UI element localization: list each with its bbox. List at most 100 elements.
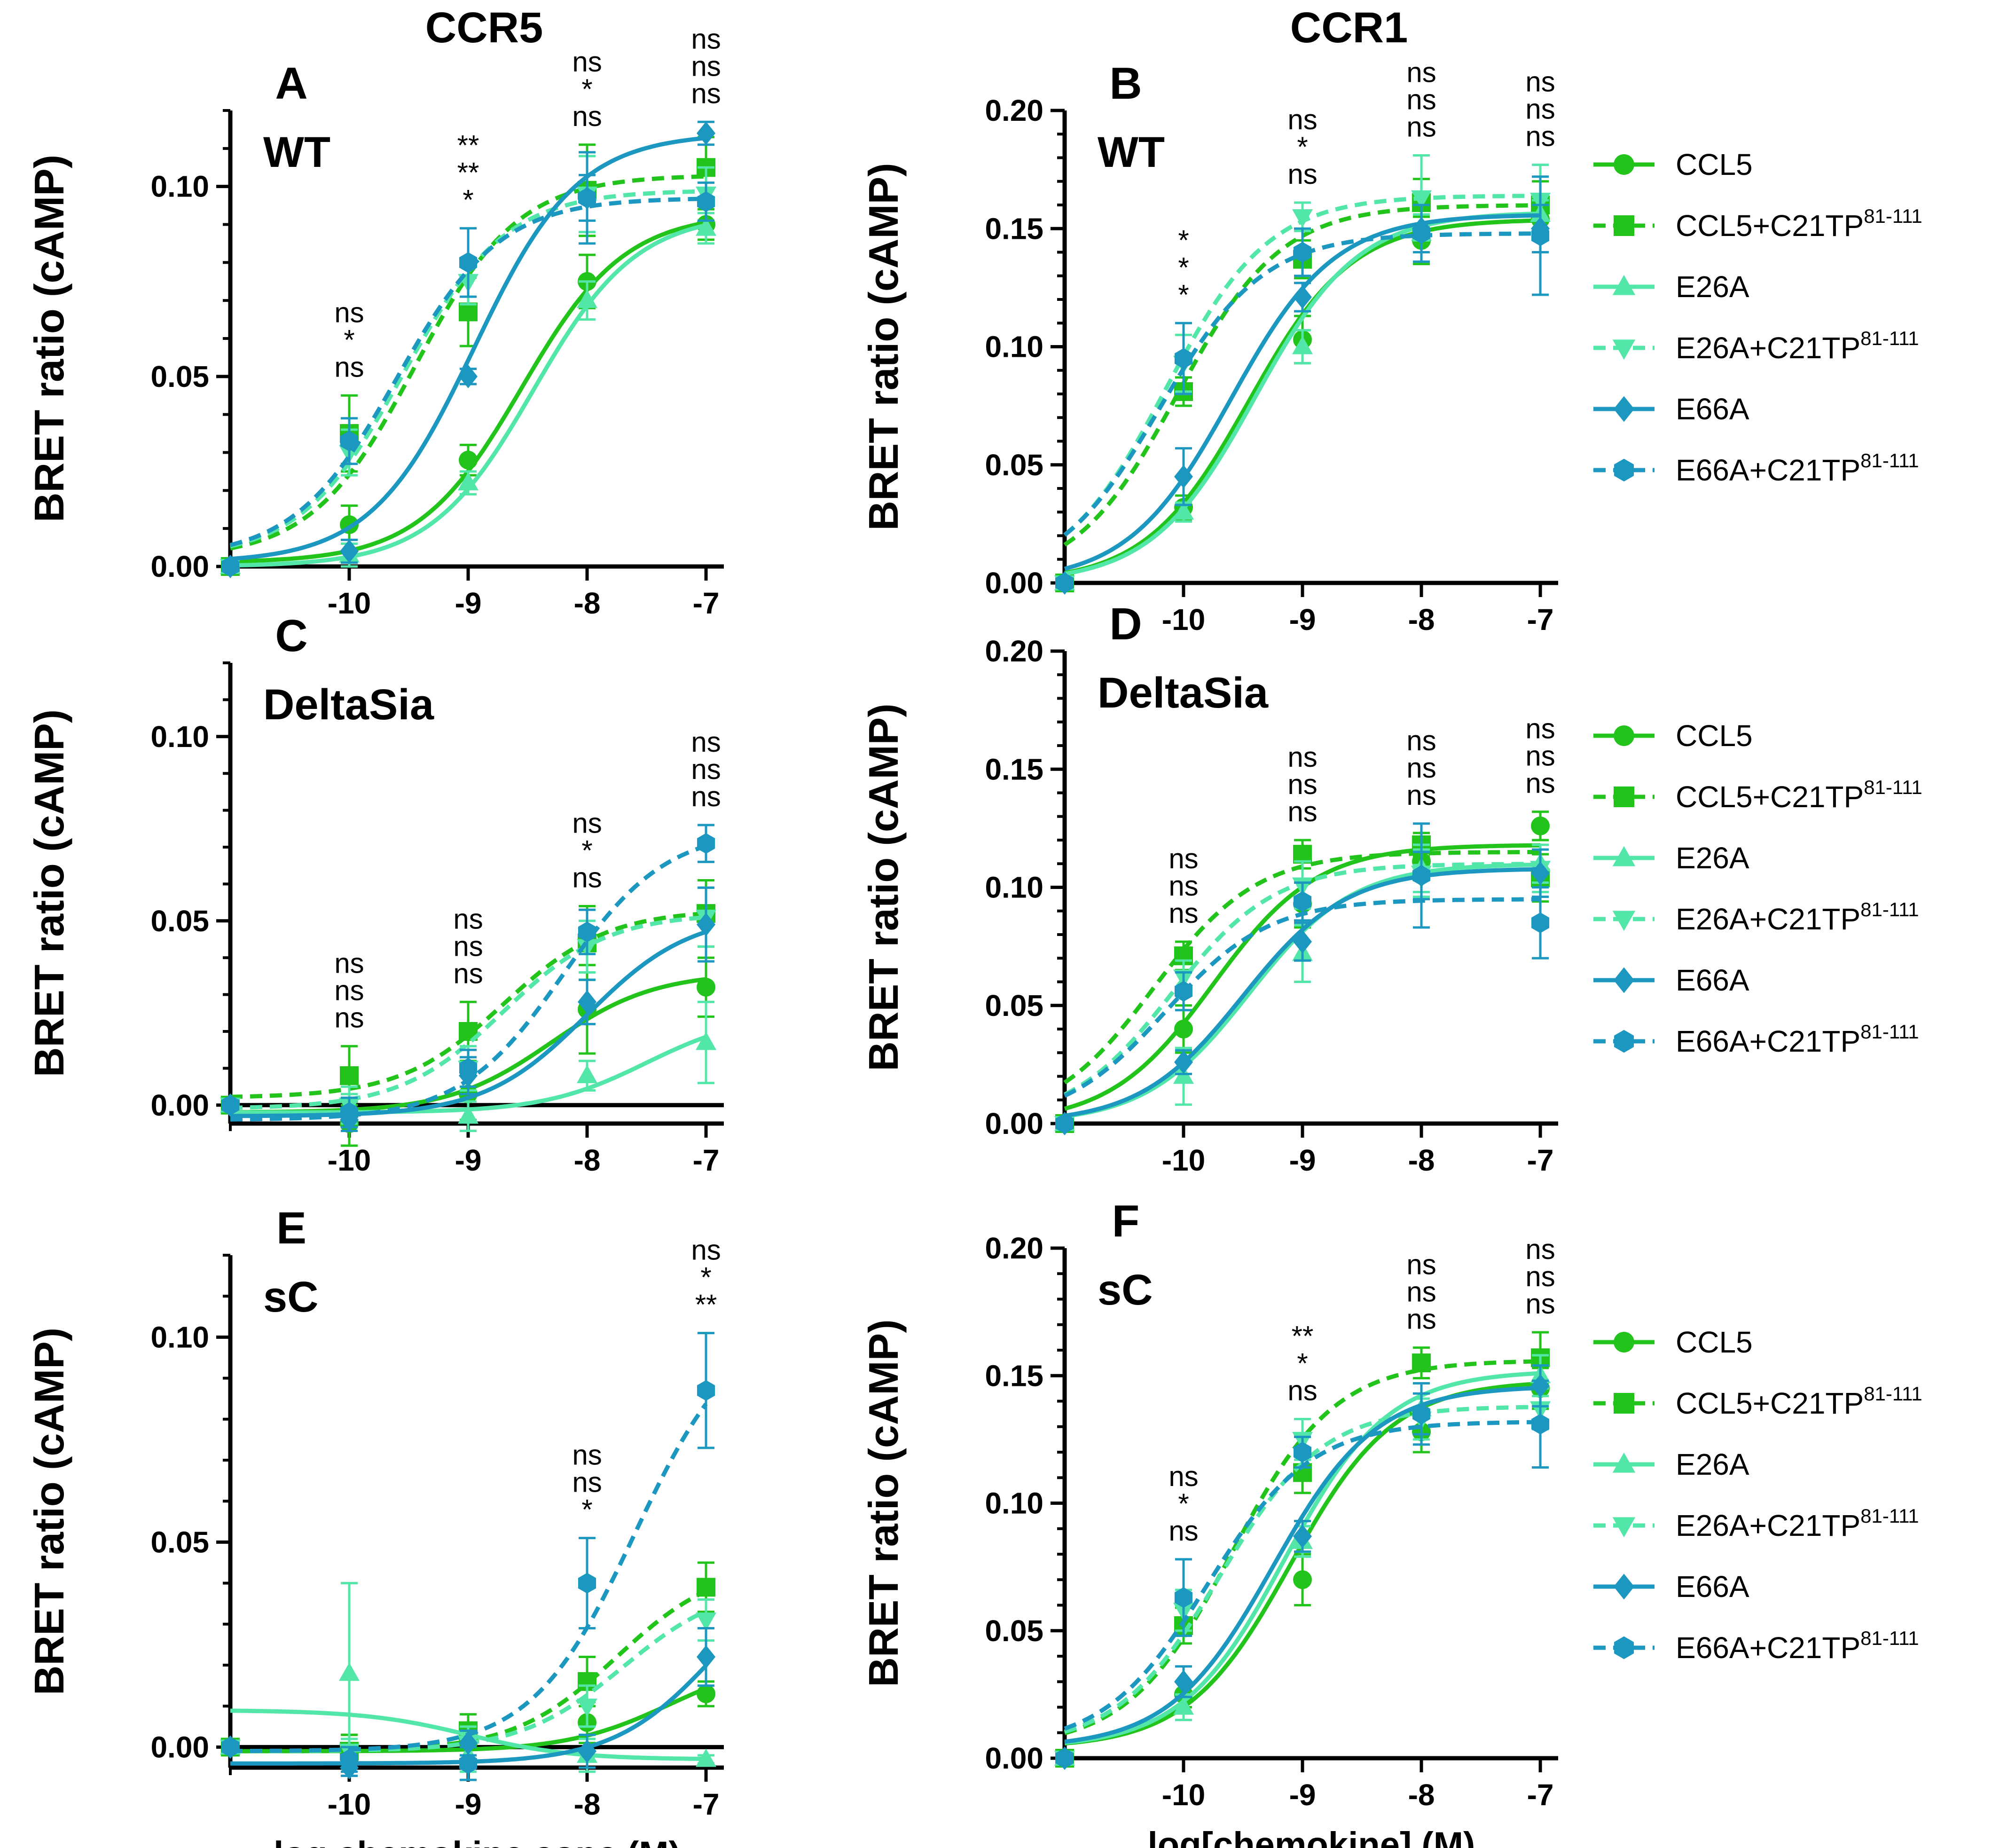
y-tick-label: 0.05	[985, 989, 1043, 1022]
y-tick-label: 0.15	[985, 212, 1043, 245]
y-tick-label: 0.20	[985, 634, 1043, 668]
significance-label: *	[581, 1494, 592, 1526]
data-point	[459, 302, 478, 322]
series-hexagon	[221, 824, 715, 1129]
data-point	[459, 252, 478, 273]
significance-label: ns	[691, 78, 721, 109]
data-point	[1173, 501, 1194, 520]
legend-marker	[1614, 458, 1634, 482]
legend-superscript: 81-111	[1860, 327, 1919, 349]
significance-label: ns	[572, 101, 602, 132]
data-point	[459, 1753, 478, 1774]
legend-label: CCL5	[1676, 719, 1753, 753]
significance-label: ns	[1169, 1515, 1198, 1547]
legend-label: CCL5+C21TP81-111	[1676, 1383, 1922, 1420]
data-point	[1174, 464, 1193, 488]
series-hexagon	[1055, 822, 1550, 1134]
significance-label: ns	[1406, 779, 1436, 811]
series-hexagon	[1055, 1379, 1550, 1769]
data-point	[696, 1612, 717, 1631]
data-point	[340, 431, 359, 452]
significance-label: ns	[1525, 1288, 1555, 1320]
y-tick-label: 0.05	[150, 904, 209, 938]
significance-label: ns	[1287, 769, 1317, 800]
x-tick-label: -7	[1527, 1778, 1554, 1812]
legend: CCL5 CCL5+C21TP81-111 E26A E26A+C21TP81-111…	[1593, 148, 1922, 487]
data-point	[1293, 1442, 1312, 1463]
data-point	[1531, 816, 1550, 835]
x-tick-label: -8	[574, 1787, 601, 1821]
x-tick-label: -7	[1527, 603, 1554, 637]
data-point	[1173, 1696, 1194, 1715]
x-tick-label: -9	[1289, 1778, 1316, 1812]
x-tick-label: -10	[1162, 1778, 1206, 1812]
y-tick-label: 0.10	[150, 1320, 209, 1354]
significance-label: ns	[1287, 741, 1317, 773]
significance-label: ns	[334, 1002, 364, 1033]
data-point	[578, 990, 597, 1014]
data-point	[577, 1065, 598, 1084]
y-tick-label: 0.05	[150, 1525, 209, 1559]
data-point	[697, 833, 715, 854]
y-tick-label: 0.15	[985, 1359, 1043, 1392]
significance-label: ns	[1287, 1375, 1317, 1406]
significance-label: ns	[691, 726, 721, 758]
significance-label: ns	[1525, 1234, 1555, 1265]
y-tick-label: 0.10	[985, 330, 1043, 364]
significance-label: ns	[1406, 1276, 1436, 1308]
significance-label: ns	[691, 1235, 721, 1266]
legend-superscript: 81-111	[1860, 1021, 1919, 1043]
data-point	[697, 191, 715, 212]
y-tick-label: 0.20	[985, 94, 1043, 127]
legend-label: E66A+C21TP81-111	[1676, 1021, 1919, 1058]
data-point	[458, 1105, 479, 1124]
significance-label: ns	[334, 351, 364, 383]
significance-label: ns	[1406, 725, 1436, 756]
significance-label: *	[1178, 252, 1189, 283]
y-tick-label: 0.00	[985, 1107, 1043, 1140]
y-axis-label: BRET ratio (cAMP)	[26, 709, 72, 1077]
panel-letter: E	[276, 1203, 306, 1253]
data-point	[340, 1749, 359, 1770]
x-tick-label: -7	[693, 586, 720, 620]
significance-label: ns	[334, 947, 364, 979]
legend-marker	[1614, 215, 1634, 236]
data-point	[340, 539, 359, 563]
panel-a: 0.00 0.05 0.10 -10 -9 -8 -7 BRET ratio (cAMP) AW…	[26, 23, 724, 620]
significance-label: *	[581, 73, 592, 105]
series-diamond	[221, 120, 716, 578]
data-point	[221, 1737, 240, 1758]
significance-label: ns	[1406, 84, 1436, 115]
legend: CCL5 CCL5+C21TP81-111 E26A E26A+C21TP81-111…	[1593, 719, 1922, 1058]
significance-label: ns	[691, 23, 721, 55]
x-tick-label: -8	[1408, 1778, 1435, 1812]
legend-marker	[1614, 967, 1634, 993]
data-point	[696, 1748, 717, 1767]
data-point	[1292, 209, 1313, 228]
significance-label: *	[1178, 224, 1189, 256]
legend-marker	[1612, 1517, 1636, 1538]
data-point	[1293, 285, 1312, 309]
fit-curve	[230, 930, 707, 1118]
legend-label: E66A+C21TP81-111	[1676, 1627, 1919, 1665]
x-tick-label: -9	[1289, 603, 1316, 637]
legend-label: E26A	[1676, 841, 1749, 875]
data-point	[1174, 981, 1193, 1002]
data-point	[697, 1645, 716, 1669]
significance-label: ns	[1406, 752, 1436, 784]
fit-curve	[1063, 203, 1541, 547]
data-point	[697, 1578, 716, 1597]
data-point	[1174, 1050, 1193, 1074]
significance-label: **	[457, 157, 479, 189]
data-point	[1174, 1020, 1193, 1038]
condition-label: DeltaSia	[1098, 669, 1269, 717]
y-tick-label: 0.00	[150, 550, 209, 583]
significance-label: ns	[334, 975, 364, 1006]
legend-label: E26A	[1676, 270, 1749, 304]
data-point	[697, 1684, 716, 1704]
panel-letter: D	[1109, 599, 1142, 649]
data-point	[1293, 1525, 1312, 1549]
significance-label: *	[1178, 279, 1189, 310]
y-tick-label: 0.00	[985, 1741, 1043, 1775]
